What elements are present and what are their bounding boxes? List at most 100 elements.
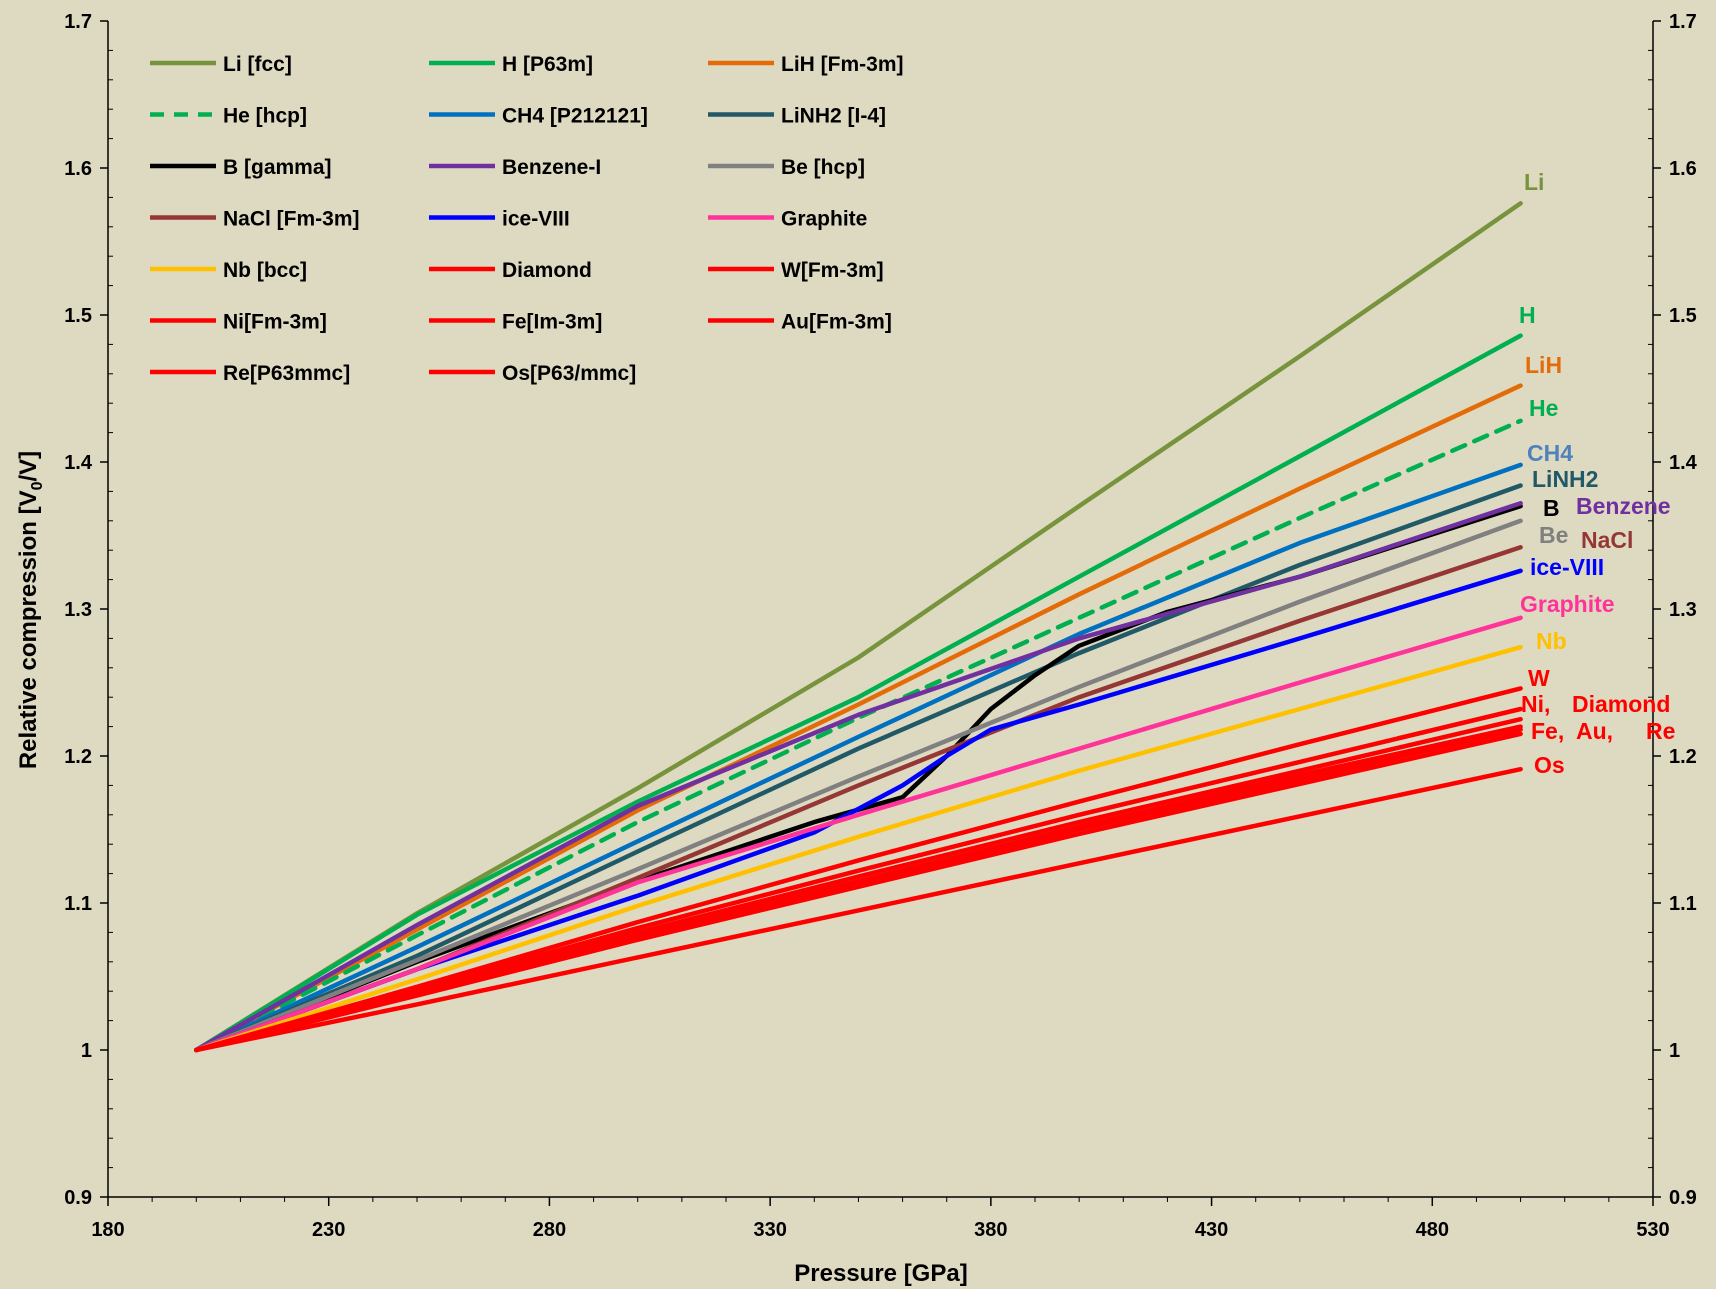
y-tick-label-left: 1.7 xyxy=(64,11,92,33)
legend-label: LiH [Fm-3m] xyxy=(781,53,904,76)
x-tick-label: 180 xyxy=(91,1219,124,1241)
x-tick-label: 430 xyxy=(1195,1219,1228,1241)
y-axis-title-tail: /V] xyxy=(15,451,42,482)
legend-item: Diamond xyxy=(429,259,592,282)
legend-label: Ni[Fm-3m] xyxy=(223,311,327,334)
end-label: ice-VIII xyxy=(1530,554,1604,580)
legend-item: LiH [Fm-3m] xyxy=(708,53,904,76)
legend-label: W[Fm-3m] xyxy=(781,259,884,282)
legend-label: Li [fcc] xyxy=(223,53,292,76)
y-tick-label-right: 1.3 xyxy=(1669,599,1697,621)
legend-label: B [gamma] xyxy=(223,156,332,179)
end-label: W xyxy=(1528,665,1550,691)
series-line-he-hcp xyxy=(194,418,1523,1053)
end-label: Au, xyxy=(1576,718,1613,744)
end-label: CH4 xyxy=(1527,440,1573,466)
end-label: Be xyxy=(1539,522,1568,548)
x-tick-label: 380 xyxy=(974,1219,1007,1241)
series-line-ice-viii xyxy=(194,568,1523,1053)
y-tick-label-right: 1.7 xyxy=(1669,11,1697,33)
legend-label: Fe[Im-3m] xyxy=(502,311,602,334)
x-tick-label: 230 xyxy=(312,1219,345,1241)
y-tick-label-right: 1 xyxy=(1669,1040,1680,1062)
end-label: Re xyxy=(1646,718,1675,744)
end-label: LiNH2 xyxy=(1532,466,1598,492)
legend-label: Be [hcp] xyxy=(781,156,865,179)
end-label: Os xyxy=(1534,752,1565,778)
y-tick-label-left: 1.6 xyxy=(64,158,92,180)
series-line-graphite xyxy=(194,615,1523,1053)
series-line-be-hcp xyxy=(194,518,1523,1053)
end-label: Graphite xyxy=(1520,591,1615,617)
legend-label: CH4 [P212121] xyxy=(502,105,648,128)
legend-label: Re[P63mmc] xyxy=(223,362,350,385)
series-line-benzene-i xyxy=(194,500,1523,1053)
legend-label: H [P63m] xyxy=(502,53,593,76)
legend-label: Os[P63/mmc] xyxy=(502,362,636,385)
y-tick-label-left: 1.2 xyxy=(64,746,92,768)
y-tick-label-left: 1.5 xyxy=(64,305,92,327)
series-line-w-fm-3m xyxy=(194,686,1523,1053)
y-axis-title-sub: 0 xyxy=(29,481,46,490)
x-tick-label: 330 xyxy=(753,1219,786,1241)
legend-label: Graphite xyxy=(781,208,867,231)
legend-item: NaCl [Fm-3m] xyxy=(150,208,360,231)
legend-item: ice-VIII xyxy=(429,208,570,231)
legend-item: Be [hcp] xyxy=(708,156,865,179)
y-tick-label-right: 1.2 xyxy=(1669,746,1697,768)
legend-label: Au[Fm-3m] xyxy=(781,311,892,334)
x-tick-label: 280 xyxy=(533,1219,566,1241)
end-label: Nb xyxy=(1536,628,1567,654)
series-line-ch4-p212121 xyxy=(194,462,1523,1053)
legend-item: B [gamma] xyxy=(150,156,332,179)
legend-label: NaCl [Fm-3m] xyxy=(223,208,360,231)
x-axis-title: Pressure [GPa] xyxy=(794,1260,967,1287)
legend-item: LiNH2 [I-4] xyxy=(708,105,886,128)
legend-item: CH4 [P212121] xyxy=(429,105,648,128)
y-tick-label-right: 1.6 xyxy=(1669,158,1697,180)
legend-item: Benzene-I xyxy=(429,156,601,179)
y-axis-title: Relative compression [V0/V] xyxy=(15,451,46,769)
end-label: B xyxy=(1543,495,1560,521)
series-line-nb-bcc xyxy=(194,644,1523,1053)
legend-item: Nb [bcc] xyxy=(150,259,307,282)
y-tick-label-right: 1.4 xyxy=(1669,452,1698,474)
x-tick-label: 530 xyxy=(1636,1219,1669,1241)
y-tick-label-right: 0.9 xyxy=(1669,1187,1697,1209)
legend-label: Nb [bcc] xyxy=(223,259,307,282)
end-label: Fe, xyxy=(1531,718,1564,744)
series-line-lih-fm-3m xyxy=(194,383,1523,1053)
end-label: Li xyxy=(1524,169,1544,195)
y-tick-label-left: 0.9 xyxy=(64,1187,92,1209)
series-line-re-p63mmc xyxy=(194,731,1523,1053)
legend: Li [fcc] H [P63m] LiH [Fm-3m] He [hcp] CH4 [… xyxy=(150,53,904,385)
x-tick-label: 480 xyxy=(1416,1219,1449,1241)
legend-label: Diamond xyxy=(502,259,592,282)
end-label: He xyxy=(1529,395,1558,421)
legend-item: Li [fcc] xyxy=(150,53,292,76)
legend-item: He [hcp] xyxy=(150,105,307,128)
legend-item: H [P63m] xyxy=(429,53,593,76)
legend-label: ice-VIII xyxy=(502,208,570,231)
legend-label: Benzene-I xyxy=(502,156,601,179)
end-label: Ni, xyxy=(1521,691,1550,717)
legend-item: Au[Fm-3m] xyxy=(708,311,892,334)
y-tick-label-left: 1.1 xyxy=(64,893,92,915)
series-line-h-p63m xyxy=(194,333,1523,1053)
legend-label: He [hcp] xyxy=(223,105,307,128)
end-label: NaCl xyxy=(1581,527,1633,553)
end-label: Benzene xyxy=(1576,493,1671,519)
legend-item: W[Fm-3m] xyxy=(708,259,884,282)
y-axis-title-main: Relative compression [V xyxy=(15,490,42,769)
y-tick-label-left: 1 xyxy=(81,1040,92,1062)
y-tick-label-left: 1.4 xyxy=(64,452,93,474)
y-tick-label-right: 1.1 xyxy=(1669,893,1697,915)
y-tick-label-right: 1.5 xyxy=(1669,305,1697,327)
legend-item: Graphite xyxy=(708,208,867,231)
end-label: H xyxy=(1519,302,1536,328)
series-line-os-p63-mmc xyxy=(194,766,1523,1053)
legend-item: Ni[Fm-3m] xyxy=(150,311,327,334)
